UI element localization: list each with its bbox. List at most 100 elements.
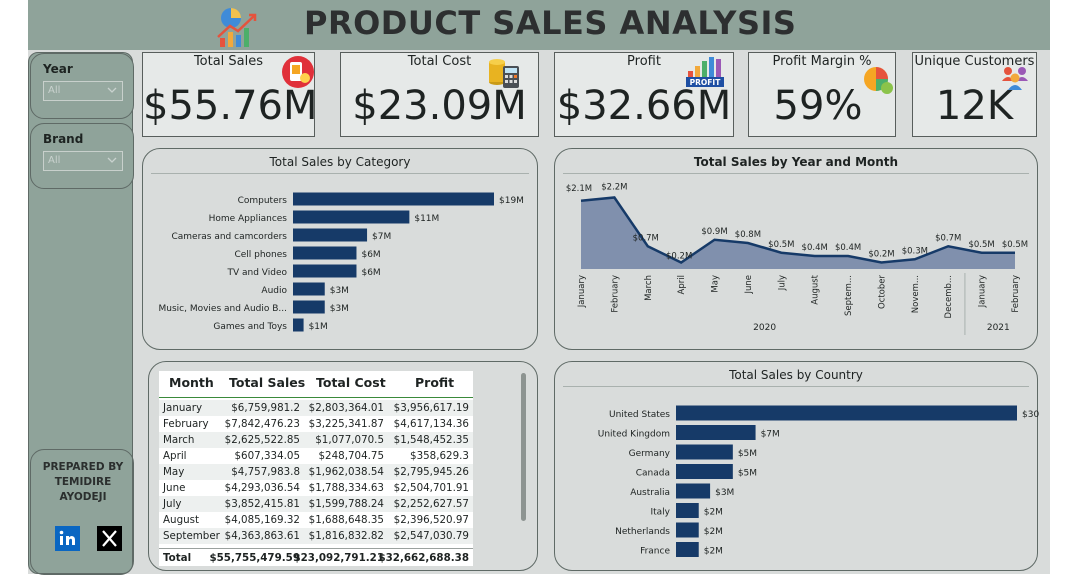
bar[interactable]: [676, 464, 733, 479]
bar[interactable]: [293, 246, 357, 260]
year-dropdown[interactable]: All: [43, 81, 123, 101]
x-tick-label: January: [577, 275, 587, 308]
x-tick-label: Novem...: [911, 275, 921, 313]
bar-value-label: $19M: [499, 196, 524, 206]
cell-profit: $4,617,134.36: [393, 418, 469, 430]
category-label: Music, Movies and Audio B...: [158, 304, 287, 314]
cell-total-sales: $7,842,476.23: [224, 418, 300, 430]
kpi-value: $32.66M: [556, 83, 732, 129]
bar[interactable]: [676, 542, 699, 557]
brand-dropdown[interactable]: All: [43, 151, 123, 171]
bar[interactable]: [293, 300, 325, 314]
table-row: January $6,759,981.2 $2,803,364.01 $3,956,6…: [159, 400, 473, 416]
category-label: Australia: [630, 488, 670, 498]
category-label: Home Appliances: [209, 214, 288, 224]
category-label: Canada: [636, 469, 670, 479]
cell-total-cost: $1,077,070.5: [315, 434, 384, 446]
category-label: Cameras and camcorders: [171, 232, 287, 242]
kpi-value: $23.09M: [352, 83, 527, 129]
cell-profit: $1,548,452.35: [393, 434, 469, 446]
point-value-label: $0.4M: [835, 243, 861, 253]
x-tick-label: February: [610, 275, 620, 313]
table-row: March $2,625,522.85 $1,077,070.5 $1,548,452…: [159, 432, 473, 448]
bar-value-label: $6M: [361, 268, 380, 278]
year-dropdown-value: All: [48, 85, 61, 96]
point-value-label: $0.8M: [735, 230, 761, 240]
card-title: Total Sales by Country: [729, 368, 863, 382]
x-tick-label: July: [777, 275, 787, 291]
header-underline: [159, 397, 473, 398]
card-title: Total Sales by Category: [269, 155, 411, 169]
bar[interactable]: [293, 228, 368, 242]
bar[interactable]: [293, 210, 410, 224]
bar[interactable]: [676, 503, 699, 518]
kpi-unique-customers: Unique Customers 12K: [912, 52, 1037, 137]
prepared-by-text: PREPARED BY TEMIDIRE AYODEJI: [31, 460, 135, 505]
table-row: September $4,363,863.61 $1,816,832.82 $2,54…: [159, 528, 473, 544]
bar[interactable]: [676, 425, 756, 440]
cell-month: September: [163, 530, 220, 542]
cell-profit: $3,956,617.19: [393, 402, 469, 414]
customers-icon: [1002, 67, 1028, 90]
table-total-row: Total $55,755,479.59 $23,092,791.21 $32,…: [159, 548, 473, 566]
bar-value-label: $30M: [1022, 410, 1039, 420]
cell-profit: $2,396,520.97: [393, 514, 469, 526]
x-tick-label: May: [711, 275, 721, 293]
cell-profit: $2,504,701.91: [393, 482, 469, 494]
bar[interactable]: [676, 522, 699, 538]
brand-slicer-label: Brand: [43, 132, 84, 146]
bar-value-label: $7M: [761, 430, 780, 440]
kpi-total-cost: Total Cost $23.09M: [340, 52, 539, 137]
table-row: May $4,757,983.8 $1,962,038.54 $2,795,945.2…: [159, 464, 473, 480]
linkedin-icon[interactable]: [55, 526, 80, 551]
point-value-label: $0.5M: [1002, 240, 1028, 250]
x-icon[interactable]: [97, 526, 122, 551]
bar[interactable]: [293, 282, 325, 296]
bar[interactable]: [293, 318, 304, 332]
category-label: TV and Video: [226, 268, 287, 278]
kpi-title: Total Cost: [407, 54, 472, 69]
category-label: Cell phones: [234, 250, 287, 260]
bar-value-label: $1M: [309, 322, 328, 332]
bar[interactable]: [293, 192, 494, 206]
cell-profit: $2,795,945.26: [393, 466, 469, 478]
bar-value-label: $3M: [330, 286, 349, 296]
title-divider: [151, 173, 529, 174]
cell-total-sales: $4,293,036.54: [224, 482, 300, 494]
credits-panel: PREPARED BY TEMIDIRE AYODEJI: [30, 449, 134, 575]
filter-sidebar: Year All Brand All PREPARED BY TEMIDIRE …: [28, 52, 134, 575]
sales-line[interactable]: [580, 196, 1015, 264]
bar[interactable]: [676, 405, 1017, 421]
author-first-name: TEMIDIRE: [54, 476, 112, 488]
bar-value-label: $2M: [704, 527, 723, 537]
table-header-total-sales: Total Sales: [229, 375, 306, 390]
x-tick-label: October: [877, 275, 887, 310]
x-tick-label: August: [811, 274, 821, 304]
cell-month: February: [163, 418, 209, 430]
kpi-profit: Profit $32.66M PROFIT: [554, 52, 734, 137]
category-label: United Kingdom: [598, 430, 670, 440]
table-row: July $3,852,415.81 $1,599,788.24 $2,252,627…: [159, 496, 473, 512]
bar[interactable]: [676, 483, 711, 499]
sales-by-month-chart: $2.1M $2.2M $0.7M $0.2M $0.9M $0.8M $0.5M $0.4M…: [566, 183, 1028, 335]
point-value-label: $0.2M: [666, 252, 692, 262]
cell-month: April: [163, 450, 187, 462]
point-value-label: $0.2M: [868, 250, 894, 260]
cell-total-cost: $1,816,832.82: [308, 530, 384, 542]
table-row: April $607,334.05 $248,704.75 $358,629.3: [159, 448, 473, 464]
sales-icon: [282, 56, 314, 88]
card-title: Total Sales by Year and Month: [693, 155, 899, 169]
x-tick-label: June: [744, 275, 754, 295]
kpi-total-sales: Total Sales $55.76M: [142, 52, 317, 137]
author-last-name: AYODEJI: [59, 491, 107, 503]
profit-icon-text: PROFIT: [690, 78, 722, 87]
point-value-label: $0.3M: [902, 246, 928, 256]
bar[interactable]: [293, 264, 357, 278]
cell-total-cost: $1,788,334.63: [308, 482, 384, 494]
cell-month: March: [163, 434, 195, 446]
bar[interactable]: [676, 444, 733, 460]
category-label: Computers: [238, 196, 288, 206]
total-label: Total: [163, 552, 192, 564]
table-scrollbar[interactable]: [521, 373, 526, 521]
cell-total-sales: $607,334.05: [234, 450, 300, 462]
